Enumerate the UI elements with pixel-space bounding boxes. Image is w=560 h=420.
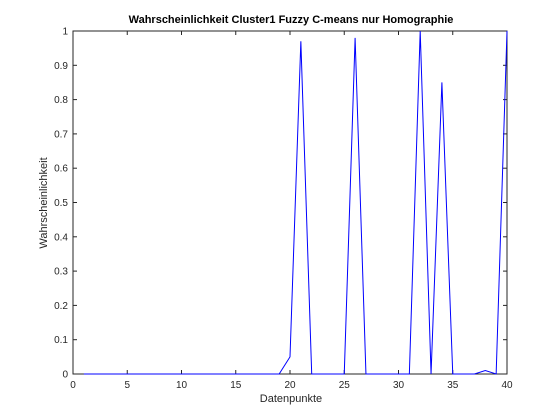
x-tick-label: 20 <box>284 380 296 391</box>
y-tick-label: 0.7 <box>54 129 68 140</box>
series-layer <box>83 30 508 375</box>
y-tick-label: 0.5 <box>54 198 68 209</box>
y-tick-label: 0.3 <box>54 267 68 278</box>
y-axis-label: Wahrscheinlichkeit <box>38 157 50 248</box>
y-tick-label: 0.1 <box>54 335 68 346</box>
y-tick-label: 0 <box>62 370 68 381</box>
plot-area <box>72 30 508 375</box>
x-tick-label: 30 <box>393 380 405 391</box>
y-tick-label: 0.2 <box>54 301 68 312</box>
chart-title: Wahrscheinlichkeit Cluster1 Fuzzy C-mean… <box>129 14 454 26</box>
y-tick-label: 1 <box>62 27 68 38</box>
x-tick-label: 25 <box>339 380 351 391</box>
axes-box <box>72 30 508 375</box>
y-tick-label: 0.4 <box>54 232 68 243</box>
x-tick-label: 10 <box>176 380 188 391</box>
x-tick-label: 40 <box>501 380 513 391</box>
x-tick-label: 15 <box>230 380 242 391</box>
axis-ticks: 0 5 10 15 20 25 30 35 40 0 0.1 0.2 0.3 0.4 0.5 0.6 0.7 0.… <box>54 27 513 392</box>
x-axis-label: Datenpunkte <box>260 393 322 405</box>
y-tick-label: 0.8 <box>54 95 68 106</box>
x-tick-label: 5 <box>124 380 130 391</box>
y-tick-label: 0.9 <box>54 61 68 72</box>
x-tick-label: 0 <box>70 380 76 391</box>
series-line <box>83 30 508 375</box>
x-tick-label: 35 <box>447 380 459 391</box>
y-tick-label: 0.6 <box>54 164 68 175</box>
